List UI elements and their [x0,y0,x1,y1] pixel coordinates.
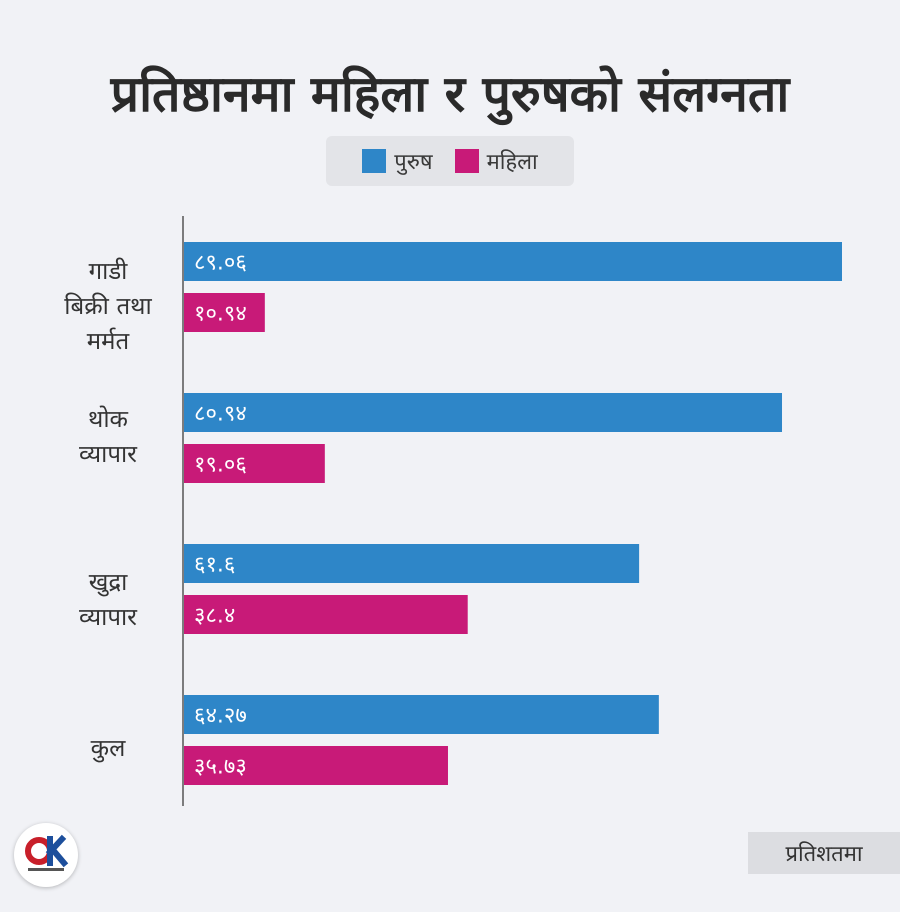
legend-swatch-male [362,149,387,173]
bar-female-3 [184,746,448,785]
legend: पुरुष महिला [326,136,574,186]
category-label-line: थोक [88,405,128,433]
data-label-female-2: ३८.४ [194,604,235,629]
category-label-line: कुल [90,733,126,762]
bar-female-1 [184,444,325,483]
category-label-1: थोक व्यापार [40,402,176,472]
data-label-female-3: ३५.७३ [194,755,247,780]
data-label-female-1: १९.०६ [194,453,247,478]
chart-title: प्रतिष्ठानमा महिला र पुरुषको संलग्नता [110,65,790,123]
bar-female-2 [184,595,468,634]
bar-female-0 [184,293,265,332]
data-label-male-0: ८९.०६ [194,251,247,276]
category-label-2: खुद्रा व्यापार [40,565,176,635]
legend-swatch-female [454,149,479,173]
category-label-line: व्यापार [78,440,137,468]
unit-badge: प्रतिशतमा [748,832,900,874]
legend-label-male: पुरुष [394,150,433,175]
data-label-male-2: ६१.६ [194,553,235,578]
category-label-line: मर्मत [86,326,130,355]
category-label-line: व्यापार [78,603,137,631]
category-label-0: गाडी बिक्री तथा मर्मत [40,254,176,359]
legend-item-male: पुरुष [362,146,433,176]
legend-item-female: महिला [454,146,538,176]
category-label-3: कुल [40,731,176,766]
bar-male-0 [184,242,842,281]
bar-male-2 [184,544,640,583]
bar-male-1 [184,393,783,432]
category-label-line: खुद्रा [88,568,128,596]
data-label-male-3: ६४.२७ [194,704,247,729]
onlinekhabar-logo-icon [14,823,78,887]
data-label-male-1: ८०.९४ [194,402,247,427]
data-label-female-0: १०.९४ [194,302,247,327]
category-label-line: बिक्री तथा [64,291,152,320]
bar-male-3 [184,695,659,734]
category-label-line: गाडी [88,256,128,285]
legend-label-female: महिला [486,150,538,175]
